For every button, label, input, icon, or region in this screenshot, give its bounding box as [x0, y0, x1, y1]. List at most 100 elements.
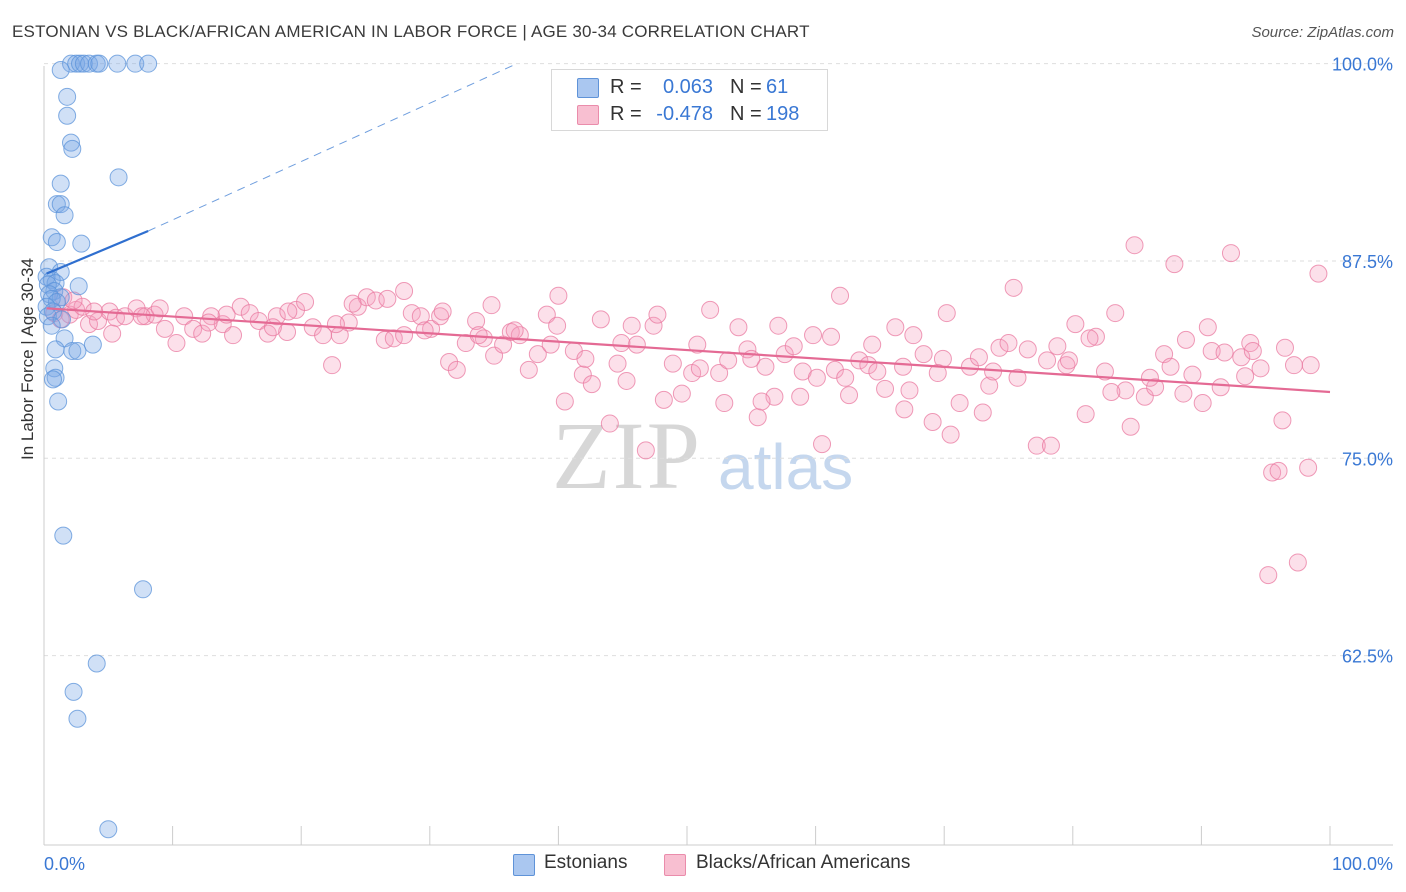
chart-title: ESTONIAN VS BLACK/AFRICAN AMERICAN IN LA… — [12, 22, 810, 41]
point-black-african-american — [1146, 378, 1165, 397]
point-black-african-american — [969, 348, 988, 367]
point-black-african-american — [1299, 458, 1318, 477]
stats-legend: R = 0.063 N = 61 R = -0.478 N = 198 — [551, 69, 828, 131]
point-black-african-american — [1008, 368, 1027, 387]
trendline-estonians — [46, 229, 149, 275]
point-black-african-american — [1251, 359, 1270, 378]
point-black-african-american — [715, 394, 734, 413]
point-black-african-american — [1263, 463, 1282, 482]
point-black-african-american — [644, 316, 663, 335]
y-tick-label: 87.5% — [1342, 252, 1393, 272]
point-estonian — [72, 234, 91, 253]
point-black-african-american — [1076, 405, 1095, 424]
point-black-african-american — [1183, 365, 1202, 384]
point-black-african-american — [1236, 367, 1255, 386]
point-black-african-american — [960, 357, 979, 376]
point-black-african-american — [752, 392, 771, 411]
point-estonian — [55, 206, 74, 225]
point-black-african-american — [348, 297, 367, 316]
point-black-african-american — [831, 286, 850, 305]
point-black-african-american — [440, 353, 459, 371]
point-black-african-american — [1301, 356, 1320, 375]
point-black-african-american — [467, 311, 486, 330]
point-black-african-american — [519, 360, 538, 379]
point-estonian — [54, 526, 73, 545]
point-black-african-american — [1121, 417, 1140, 436]
point-estonian — [99, 820, 118, 839]
point-black-african-american — [378, 289, 397, 308]
y-axis-title: In Labor Force | Age 30-34 — [18, 258, 37, 460]
point-black-african-american — [663, 354, 682, 373]
legend-n-value: 61 — [766, 76, 789, 98]
point-black-african-american — [1284, 356, 1303, 375]
point-black-african-american — [549, 286, 568, 305]
point-black-african-american — [900, 381, 919, 400]
point-estonian — [46, 340, 65, 359]
point-black-african-american — [775, 345, 794, 364]
point-estonian — [38, 275, 57, 294]
point-estonian — [37, 297, 56, 316]
point-black-african-american — [980, 376, 999, 395]
point-black-african-american — [326, 315, 345, 334]
point-estonian — [126, 54, 145, 73]
point-black-african-american — [756, 357, 775, 376]
point-estonian — [47, 293, 66, 312]
point-black-african-american — [840, 386, 859, 405]
legend-n-label: N = — [730, 103, 762, 125]
point-black-african-american — [600, 414, 619, 433]
point-black-african-american — [411, 307, 430, 326]
point-black-african-american — [1215, 343, 1234, 362]
point-black-african-american — [431, 307, 450, 326]
point-black-african-american — [384, 329, 403, 348]
point-black-african-american — [155, 319, 174, 338]
point-black-african-american — [433, 302, 452, 321]
point-black-african-american — [710, 364, 729, 383]
point-black-african-american — [591, 310, 610, 329]
point-black-african-american — [505, 321, 524, 340]
point-estonian — [49, 392, 68, 411]
legend-r-value: -0.478 — [656, 103, 713, 125]
point-black-african-american — [973, 403, 992, 422]
point-black-african-american — [263, 318, 282, 337]
legend-row-estonians: R = 0.063 N = 61 — [552, 74, 827, 100]
point-black-african-american — [193, 324, 212, 343]
point-estonian — [42, 316, 61, 335]
point-black-african-american — [184, 319, 203, 338]
point-black-african-american — [1038, 351, 1057, 370]
point-estonian — [68, 709, 87, 728]
x-tick-label: 100.0% — [1332, 854, 1393, 874]
point-black-african-american — [541, 335, 560, 354]
point-black-african-american — [1027, 436, 1046, 455]
point-black-african-american — [1273, 411, 1292, 430]
point-black-african-american — [447, 360, 466, 379]
point-black-african-american — [836, 368, 855, 387]
point-black-african-american — [1202, 341, 1221, 360]
point-estonian — [83, 335, 102, 354]
point-estonian — [51, 174, 70, 193]
point-black-african-american — [807, 368, 826, 387]
point-estonian — [64, 682, 83, 701]
point-black-african-american — [1018, 340, 1037, 359]
point-estonian — [74, 54, 93, 73]
point-black-african-american — [636, 441, 655, 460]
point-black-african-american — [1176, 330, 1195, 349]
point-estonian — [108, 54, 127, 73]
point-black-african-american — [1086, 327, 1105, 346]
point-estonian — [44, 302, 63, 321]
point-black-african-american — [701, 300, 720, 319]
point-black-african-american — [267, 307, 286, 326]
point-black-african-american — [999, 334, 1018, 353]
point-estonian — [134, 580, 153, 599]
point-black-african-american — [132, 307, 151, 326]
point-black-african-american — [990, 338, 1009, 357]
point-estonian — [139, 54, 158, 73]
point-black-african-american — [690, 359, 709, 378]
point-black-african-american — [612, 334, 631, 353]
point-black-african-american — [1102, 382, 1121, 401]
point-black-african-american — [323, 356, 342, 375]
bottom-legend-swatch-blacks — [664, 854, 686, 876]
point-black-african-american — [1288, 553, 1307, 572]
point-estonian — [53, 310, 72, 329]
point-black-african-american — [729, 318, 748, 337]
point-black-african-american — [791, 387, 810, 406]
